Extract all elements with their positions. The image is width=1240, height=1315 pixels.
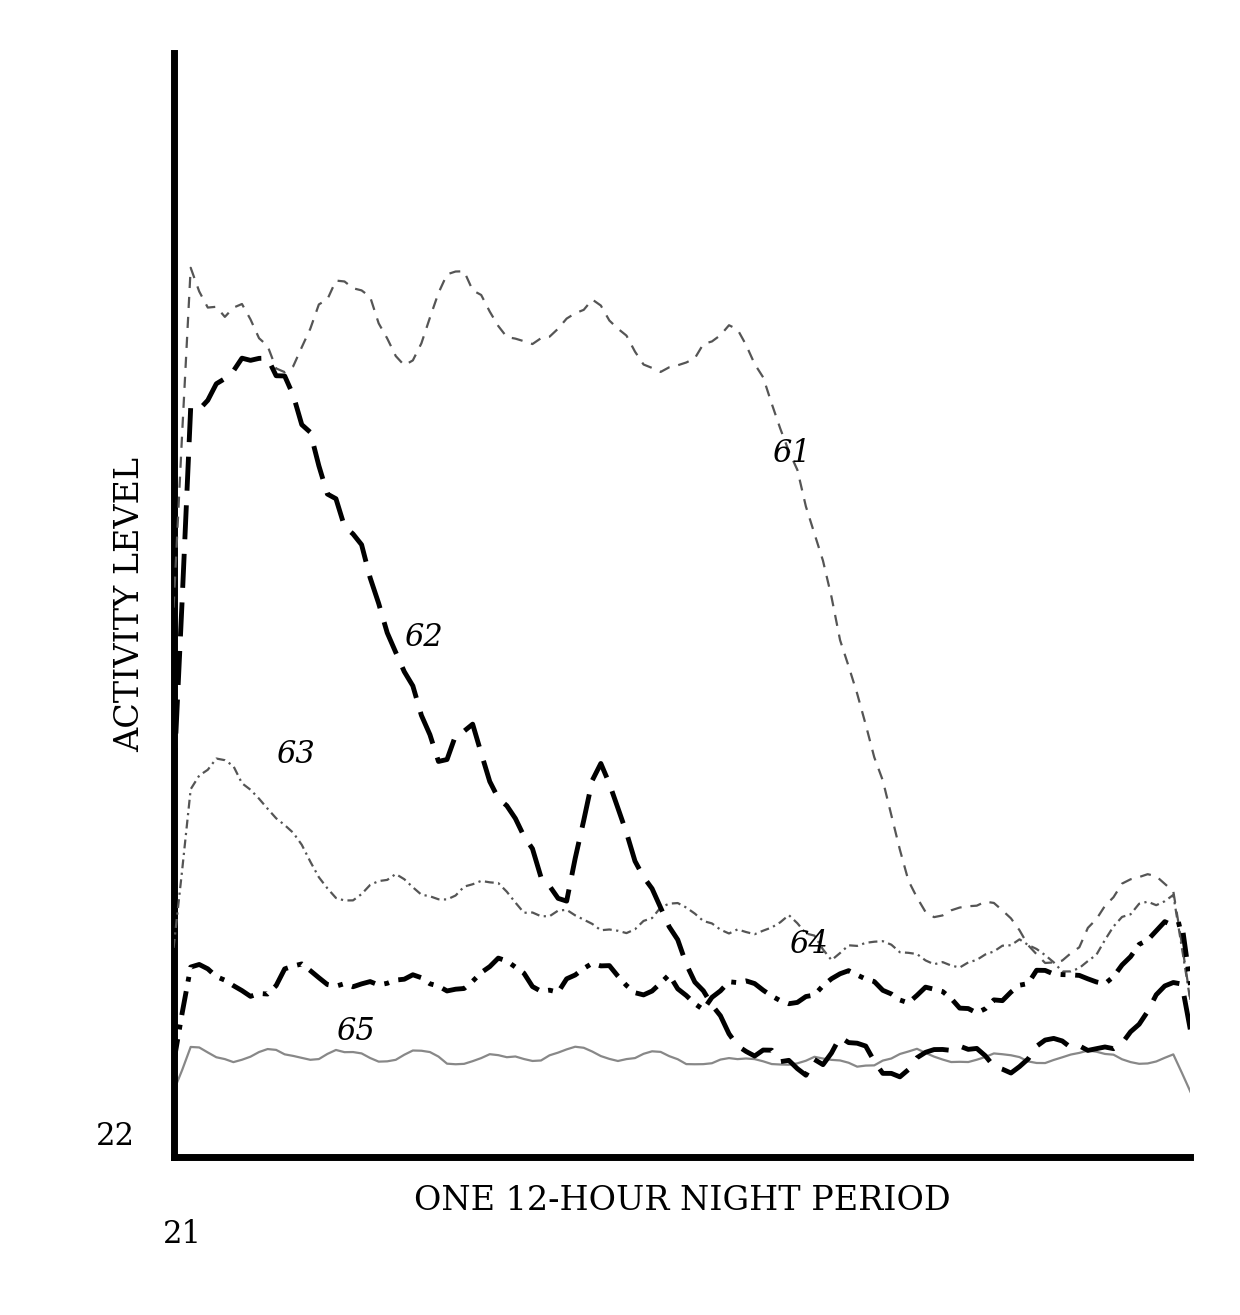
Text: 63: 63 [277, 739, 315, 771]
Text: 21: 21 [162, 1219, 202, 1249]
Text: 22: 22 [97, 1122, 135, 1152]
Text: 62: 62 [404, 622, 443, 652]
Text: 65: 65 [336, 1015, 374, 1047]
Text: 61: 61 [771, 438, 811, 468]
Y-axis label: ACTIVITY LEVEL: ACTIVITY LEVEL [114, 458, 146, 752]
Text: 64: 64 [789, 928, 827, 960]
X-axis label: ONE 12-HOUR NIGHT PERIOD: ONE 12-HOUR NIGHT PERIOD [414, 1185, 950, 1216]
